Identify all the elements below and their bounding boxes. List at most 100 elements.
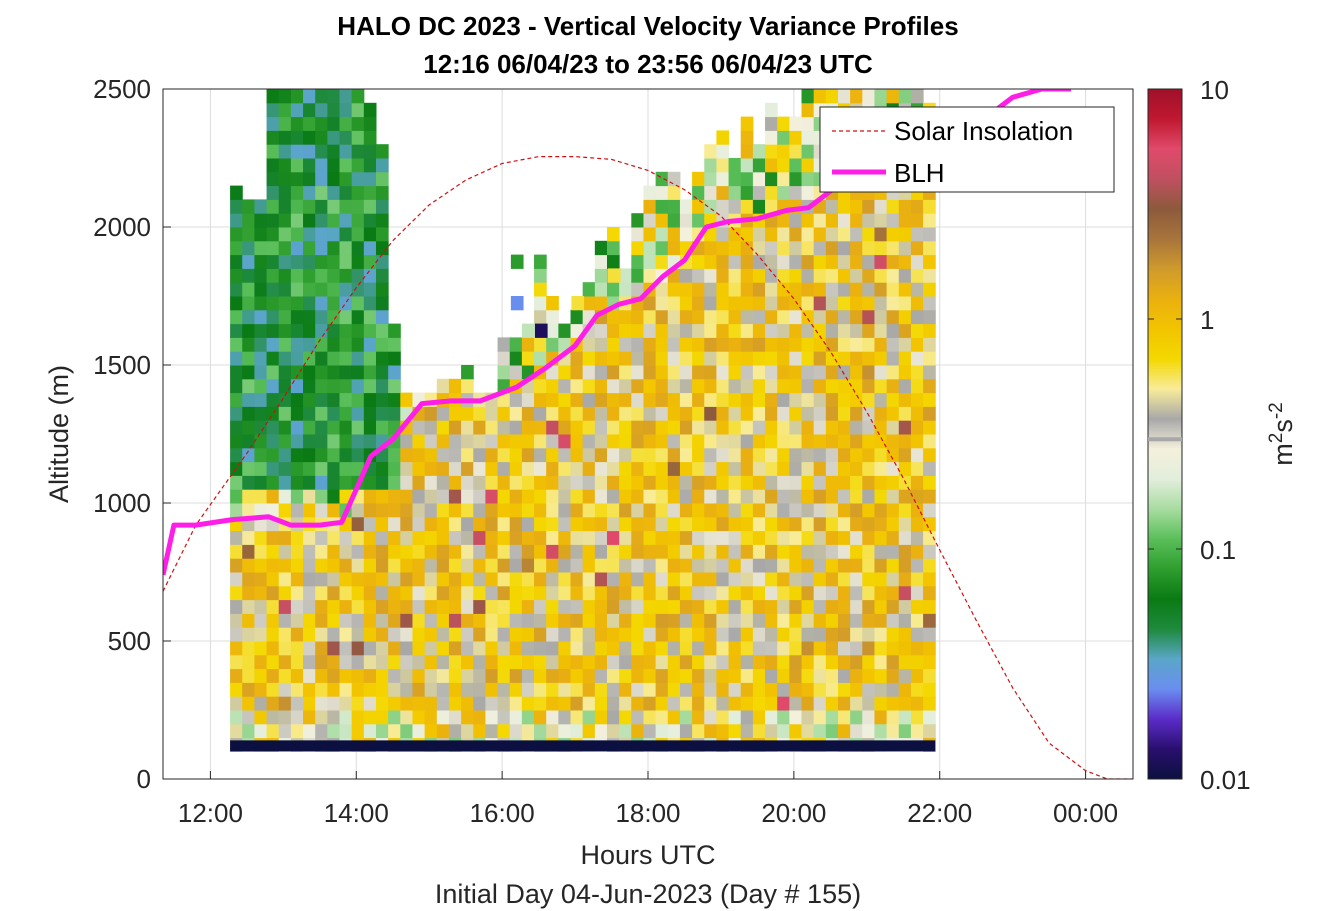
heatmap-cell — [278, 447, 292, 463]
heatmap-cell — [886, 240, 900, 256]
heatmap-cell — [363, 668, 377, 683]
heatmap-cell — [874, 668, 888, 683]
heatmap-cell — [910, 337, 924, 352]
heatmap-cell — [874, 268, 888, 283]
heatmap-cell — [923, 489, 936, 504]
heatmap-cell — [582, 613, 596, 628]
heatmap-cell — [485, 420, 499, 435]
heatmap-cell — [910, 227, 924, 242]
heatmap-cell — [777, 158, 790, 173]
heatmap-cell — [254, 351, 268, 366]
heatmap-cell — [546, 696, 559, 711]
heatmap-cell — [315, 116, 328, 131]
heatmap-cell — [923, 558, 936, 573]
heatmap-cell — [400, 572, 413, 587]
heatmap-cell — [619, 627, 632, 642]
heatmap-cell — [898, 447, 912, 463]
heatmap-cell — [509, 668, 523, 683]
heatmap-cell — [230, 668, 243, 683]
heatmap-cell — [862, 337, 875, 352]
heatmap-cell — [327, 213, 341, 228]
heatmap-cell — [266, 489, 280, 504]
heatmap-cell — [254, 378, 268, 394]
heatmap-cell — [923, 337, 936, 352]
heatmap-cell — [582, 489, 596, 504]
heatmap-cell — [874, 447, 888, 463]
heatmap-cell — [473, 420, 486, 435]
heatmap-cell — [315, 130, 328, 145]
heatmap-cell — [789, 710, 803, 725]
heatmap-cell — [546, 558, 559, 573]
heatmap-cell — [448, 723, 462, 739]
heatmap-cell — [619, 461, 632, 476]
heatmap-cell — [667, 337, 681, 352]
heatmap-cell — [242, 337, 255, 352]
heatmap-cell — [558, 406, 572, 421]
heatmap-cell — [278, 213, 292, 228]
heatmap-cell — [716, 240, 730, 256]
heatmap-cell — [448, 668, 462, 683]
heatmap-cell — [765, 544, 778, 559]
heatmap-cell — [716, 130, 730, 145]
heatmap-cell — [667, 199, 681, 214]
heatmap-cell — [704, 296, 717, 311]
heatmap-cell — [278, 723, 292, 739]
heatmap-cell — [874, 572, 888, 587]
heatmap-cell — [837, 544, 851, 559]
heatmap-cell — [400, 654, 413, 670]
heatmap-cell — [315, 475, 328, 490]
heatmap-cell — [740, 337, 754, 352]
heatmap-cell — [254, 682, 268, 697]
heatmap-cell — [570, 365, 584, 380]
heatmap-cell — [765, 420, 778, 435]
heatmap-cell — [546, 710, 559, 725]
heatmap-cell — [315, 599, 328, 614]
heatmap-cell — [230, 213, 243, 228]
heatmap-cell — [485, 503, 499, 518]
y-tick-label: 2500 — [93, 74, 151, 104]
heatmap-cell — [801, 337, 815, 352]
heatmap-cell — [862, 475, 875, 490]
heatmap-cell — [801, 378, 815, 394]
heatmap-cell — [898, 544, 912, 559]
heatmap-cell — [363, 378, 377, 394]
heatmap-cell — [242, 682, 255, 697]
heatmap-cell — [752, 530, 766, 545]
heatmap-cell — [874, 723, 888, 739]
heatmap-cell — [534, 544, 547, 559]
heatmap-cell — [485, 682, 499, 697]
heatmap-cell — [850, 240, 863, 256]
heatmap-cell — [254, 434, 268, 449]
heatmap-cell — [752, 199, 766, 214]
heatmap-cell — [825, 668, 839, 683]
heatmap-cell — [740, 434, 754, 449]
heatmap-cell — [716, 420, 730, 435]
heatmap-cell — [412, 585, 426, 601]
heatmap-cell — [801, 530, 815, 545]
heatmap-cell — [315, 240, 328, 256]
heatmap-cell — [910, 641, 924, 656]
heatmap-cell — [789, 723, 803, 739]
heatmap-cell — [728, 254, 742, 269]
heatmap-cell — [777, 530, 790, 545]
heatmap-cell — [740, 641, 754, 656]
heatmap-cell — [813, 337, 827, 352]
heatmap-cell — [667, 530, 681, 545]
heatmap-cell — [230, 268, 243, 283]
y-tick-label: 1500 — [93, 350, 151, 380]
heatmap-cell — [485, 668, 499, 683]
heatmap-cell — [242, 572, 255, 587]
heatmap-cell — [898, 558, 912, 573]
heatmap-cell — [631, 654, 644, 670]
heatmap-cell — [789, 254, 803, 269]
heatmap-cell — [704, 682, 717, 697]
heatmap-cell — [837, 378, 851, 394]
heatmap-cell — [923, 723, 936, 739]
heatmap-cell — [728, 668, 742, 683]
heatmap-cell — [266, 254, 280, 269]
heatmap-cell — [789, 116, 803, 131]
heatmap-cell — [704, 489, 717, 504]
heatmap-cell — [789, 268, 803, 283]
heatmap-cell — [813, 475, 827, 490]
heatmap-cell — [303, 365, 316, 380]
